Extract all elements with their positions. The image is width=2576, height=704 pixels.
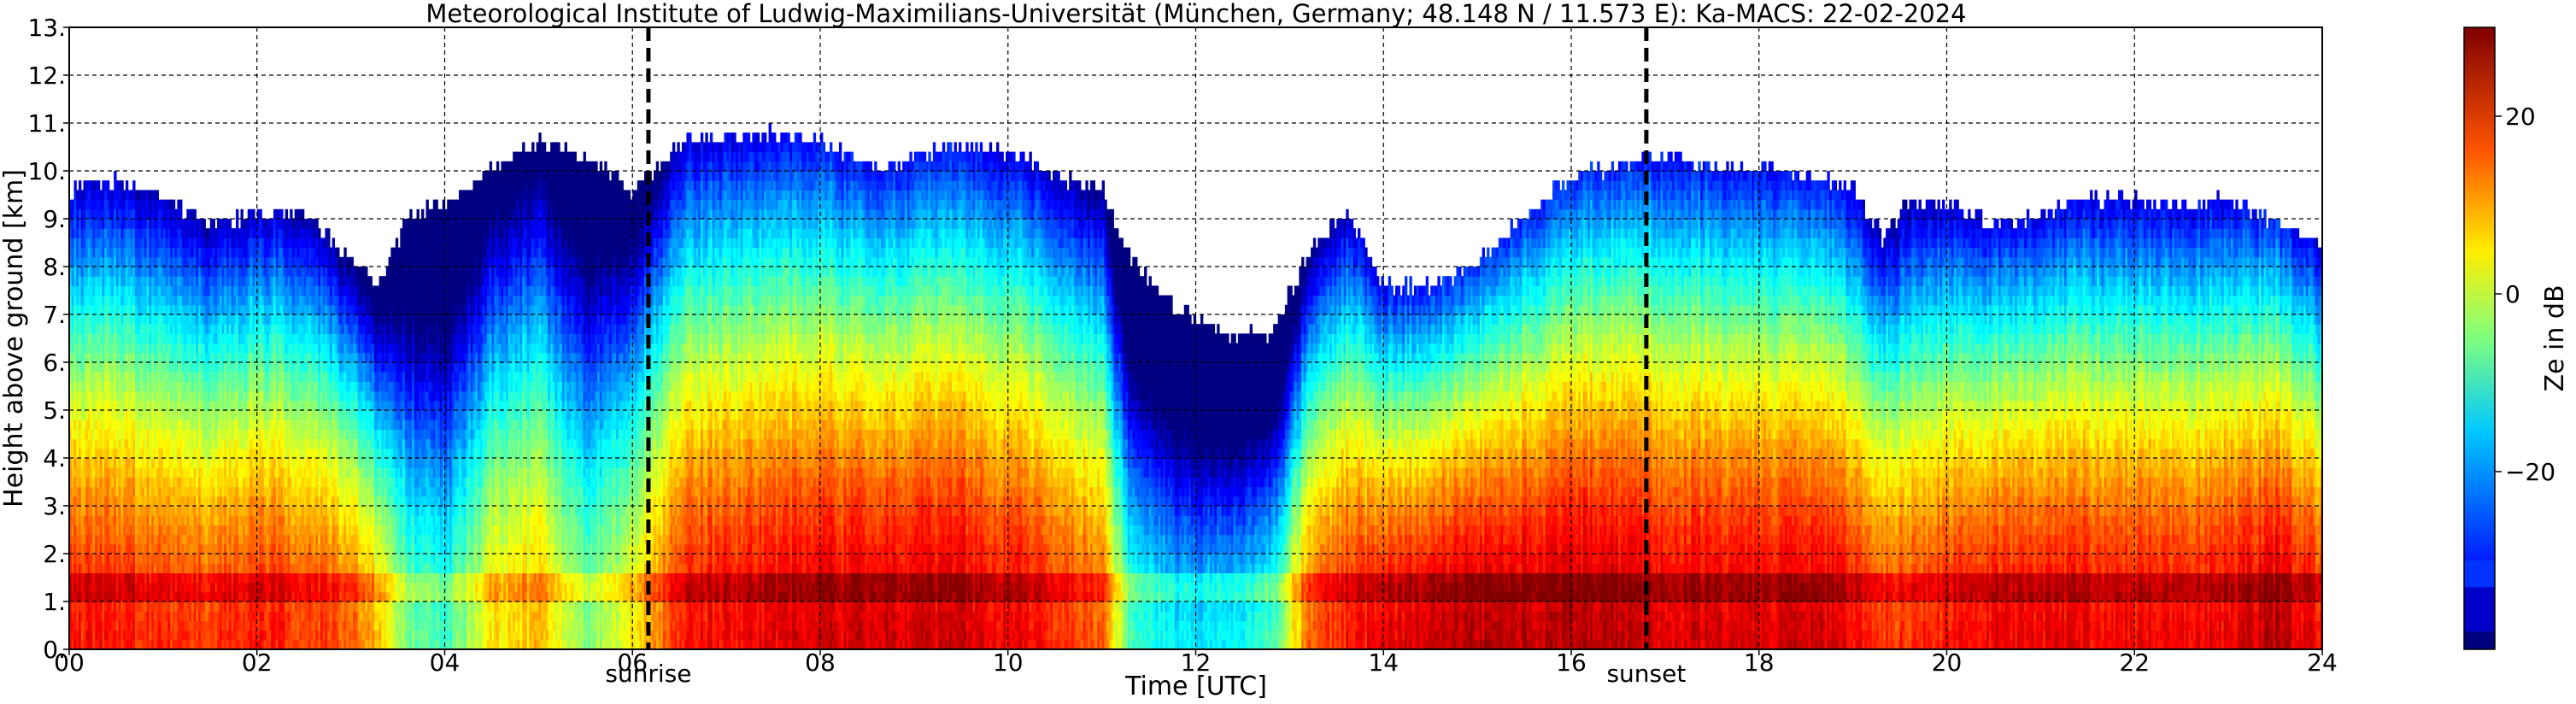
sunset-label: sunset — [1606, 660, 1686, 688]
x-tick-label: 16 — [1556, 648, 1587, 677]
x-tick-label: 12 — [1181, 648, 1212, 677]
colorbar-tick-label: 20 — [2505, 103, 2536, 131]
y-tick-label: 5. — [43, 396, 66, 425]
x-axis-ticks: 00 02 04 06 08 10 12 14 16 18 20 22 24 — [54, 648, 2338, 677]
y-axis-label: Height above ground [km] — [0, 169, 29, 507]
y-tick-label: 10. — [27, 157, 66, 185]
x-tick-label: 24 — [2307, 648, 2338, 677]
x-tick-label: 14 — [1368, 648, 1399, 677]
y-tick-label: 4. — [43, 444, 66, 472]
x-tick-label: 08 — [805, 648, 836, 677]
y-tick-label: 0. — [43, 636, 66, 664]
plot-area — [69, 123, 2322, 649]
colorbar-label: Ze in dB — [2540, 285, 2570, 391]
y-tick-label: 13. — [27, 14, 66, 42]
colorbar-ticks: 20 0 −20 — [2495, 103, 2555, 486]
colorbar-band — [2464, 587, 2495, 632]
x-tick-label: 00 — [54, 648, 85, 677]
y-tick-label: 9. — [43, 205, 66, 233]
x-tick-label: 04 — [430, 648, 461, 677]
y-tick-label: 3. — [43, 492, 66, 520]
x-tick-label: 22 — [2119, 648, 2150, 677]
grid-lines — [69, 27, 2322, 649]
radar-echo-field — [69, 123, 2322, 649]
y-tick-label: 1. — [43, 588, 66, 616]
x-axis-label: Time [UTC] — [1124, 672, 1267, 701]
colorbar-bands — [2464, 560, 2495, 649]
x-tick-label: 02 — [242, 648, 273, 677]
x-tick-label: 06 — [617, 648, 648, 677]
chart-title: Meteorological Institute of Ludwig-Maxim… — [425, 0, 1966, 28]
y-tick-label: 7. — [43, 301, 66, 329]
colorbar-tick-label: 0 — [2505, 280, 2520, 308]
colorbar-frame — [2463, 26, 2496, 650]
colorbar-tick-label: −20 — [2505, 458, 2555, 486]
x-tick-label: 10 — [993, 648, 1024, 677]
colorbar: 20 0 −20 Ze in dB — [2463, 26, 2570, 650]
colorbar-gradient — [2464, 27, 2495, 649]
y-tick-label: 2. — [43, 540, 66, 568]
sunrise-label: sunrise — [605, 660, 691, 688]
day-markers: sunrise sunset — [605, 27, 1686, 688]
x-tick-label: 18 — [1744, 648, 1775, 677]
y-tick-label: 6. — [43, 349, 66, 377]
colorbar-band — [2464, 560, 2495, 588]
y-tick-label: 8. — [43, 253, 66, 281]
x-tick-label: 20 — [1932, 648, 1963, 677]
y-axis-ticks: 0. 1. 2. 3. 4. 5. 6. 7. 8. 9. 10. 11. 12. 13. — [27, 14, 69, 664]
colorbar-band — [2464, 631, 2495, 649]
y-tick-label: 11. — [27, 109, 66, 138]
y-tick-label: 12. — [27, 62, 66, 90]
